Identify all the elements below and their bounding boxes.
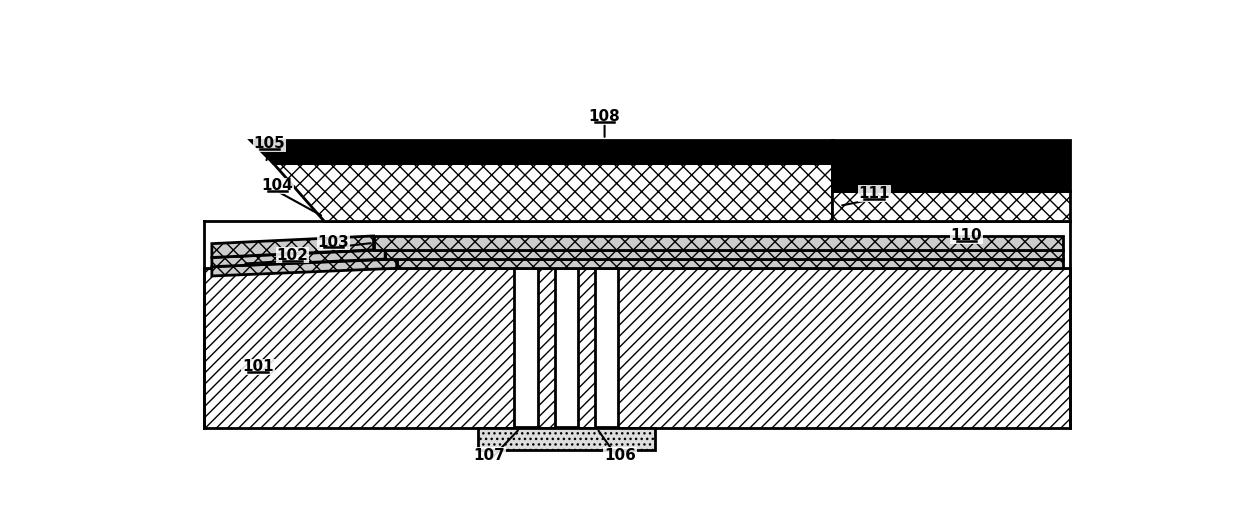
Polygon shape — [555, 267, 577, 427]
Polygon shape — [595, 267, 618, 427]
Text: 103: 103 — [317, 235, 349, 250]
Text: 108: 108 — [589, 109, 621, 124]
Polygon shape — [212, 250, 385, 267]
Polygon shape — [514, 267, 538, 427]
Text: 102: 102 — [276, 248, 309, 263]
Polygon shape — [477, 428, 654, 450]
Text: 101: 101 — [243, 359, 274, 374]
Polygon shape — [204, 268, 1070, 428]
Polygon shape — [831, 140, 1070, 191]
Polygon shape — [204, 220, 1070, 268]
Text: 105: 105 — [254, 136, 285, 151]
Polygon shape — [396, 259, 1063, 268]
Text: 111: 111 — [859, 186, 890, 201]
Text: 104: 104 — [261, 179, 294, 194]
Polygon shape — [212, 236, 374, 257]
Text: 107: 107 — [473, 448, 506, 463]
Polygon shape — [250, 140, 831, 163]
Polygon shape — [374, 236, 1063, 250]
Text: 110: 110 — [950, 229, 983, 244]
Polygon shape — [274, 163, 831, 220]
Text: 106: 106 — [605, 448, 636, 463]
Polygon shape — [831, 191, 1070, 220]
Polygon shape — [385, 250, 1063, 259]
Polygon shape — [212, 259, 396, 276]
